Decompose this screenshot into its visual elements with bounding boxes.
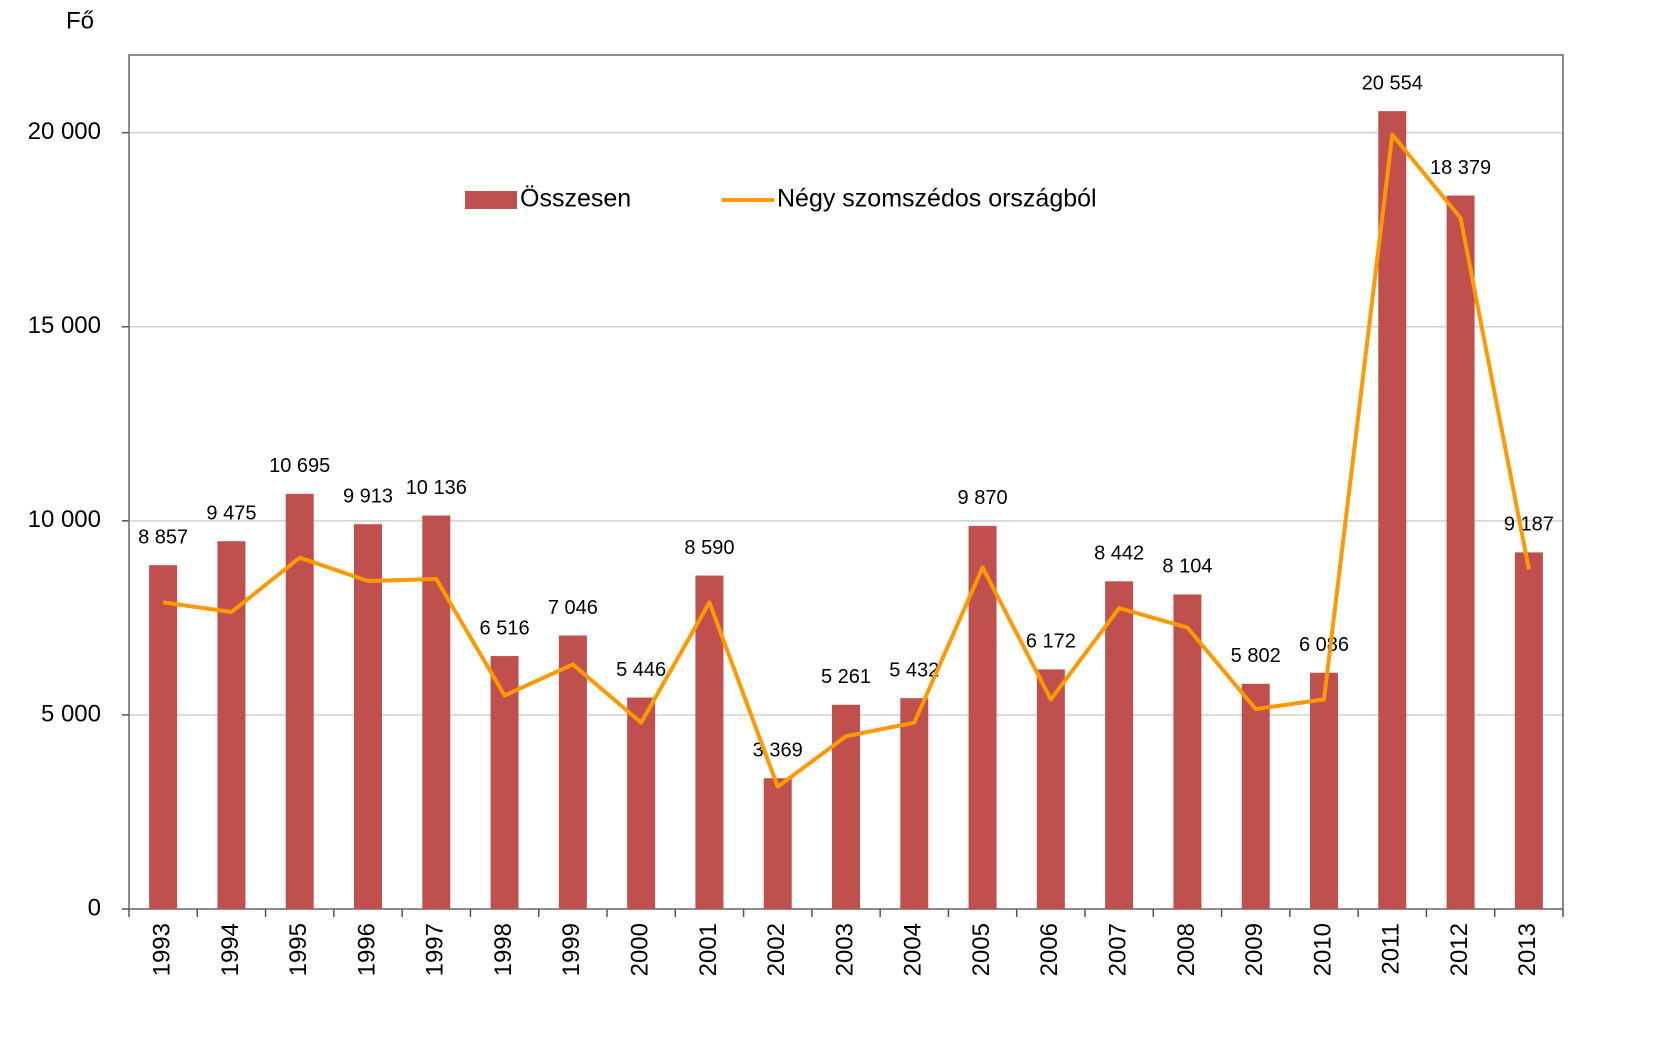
value-label: 10 695 xyxy=(269,455,330,477)
bar xyxy=(763,778,792,909)
value-label: 8 590 xyxy=(684,537,734,559)
y-tick-label: 20 000 xyxy=(28,118,101,145)
x-tick-label: 2009 xyxy=(1241,923,1268,976)
bar xyxy=(1310,672,1338,909)
x-tick-label: 2008 xyxy=(1173,923,1200,976)
value-label: 5 432 xyxy=(889,659,939,681)
bar xyxy=(1514,552,1543,909)
x-tick-label: 1999 xyxy=(558,923,585,976)
x-tick-label: 2005 xyxy=(968,923,995,976)
bar xyxy=(422,515,451,909)
bar xyxy=(1173,594,1202,909)
y-tick-label: 10 000 xyxy=(28,506,101,533)
bar xyxy=(900,698,929,909)
value-label: 20 554 xyxy=(1362,72,1423,94)
x-tick-label: 2013 xyxy=(1514,923,1541,976)
x-tick-label: 1994 xyxy=(217,923,244,976)
x-tick-label: 1995 xyxy=(285,923,312,976)
value-label: 9 475 xyxy=(206,502,256,524)
bar xyxy=(217,541,246,909)
x-tick-label: 2004 xyxy=(900,923,927,976)
bar xyxy=(354,524,382,909)
bar xyxy=(1241,683,1270,909)
bar xyxy=(1105,581,1134,909)
value-label: 6 516 xyxy=(480,617,530,639)
bar xyxy=(490,656,519,909)
x-tick-label: 2011 xyxy=(1378,923,1405,975)
x-tick-label: 2007 xyxy=(1104,923,1131,976)
bar xyxy=(1036,669,1065,909)
bar xyxy=(1378,111,1407,909)
value-label: 5 261 xyxy=(821,666,871,688)
value-label: 8 442 xyxy=(1094,543,1144,565)
legend-swatch xyxy=(465,191,517,209)
value-label: 5 802 xyxy=(1231,645,1281,667)
x-tick-label: 2003 xyxy=(831,923,858,976)
value-label: 7 046 xyxy=(548,597,598,619)
bar xyxy=(832,704,860,909)
y-tick-label: 0 xyxy=(88,894,101,921)
value-label: 10 136 xyxy=(406,477,467,499)
x-tick-label: 1996 xyxy=(353,923,380,976)
bar xyxy=(627,697,656,909)
value-label: 18 379 xyxy=(1430,157,1491,179)
bar xyxy=(558,635,587,909)
x-tick-label: 2010 xyxy=(1309,923,1336,976)
legend-label: Négy szomszédos országból xyxy=(777,185,1097,213)
x-tick-label: 2001 xyxy=(695,923,722,976)
line xyxy=(162,132,1531,789)
y-tick-label: 15 000 xyxy=(28,312,101,339)
x-tick-label: 2012 xyxy=(1446,923,1473,976)
bar xyxy=(149,565,178,909)
x-tick-label: 1993 xyxy=(148,923,175,976)
x-tick-label: 2002 xyxy=(763,923,790,976)
bar xyxy=(1446,195,1475,909)
value-label: 9 870 xyxy=(958,487,1008,509)
value-label: 6 172 xyxy=(1026,631,1076,653)
value-label: 9 187 xyxy=(1504,514,1554,536)
legend-label: Összesen xyxy=(520,185,631,213)
x-tick-label: 2000 xyxy=(626,923,653,976)
y-tick-label: 5 000 xyxy=(41,700,101,727)
value-label: 8 857 xyxy=(138,526,188,548)
value-label: 9 913 xyxy=(343,485,393,507)
x-tick-label: 1998 xyxy=(490,923,517,976)
value-label: 6 086 xyxy=(1299,634,1349,656)
y-unit-label: Fő xyxy=(66,7,94,34)
x-tick-label: 2006 xyxy=(1036,923,1063,976)
value-label: 5 446 xyxy=(616,659,666,681)
value-label: 8 104 xyxy=(1162,556,1212,578)
x-tick-label: 1997 xyxy=(422,923,449,976)
